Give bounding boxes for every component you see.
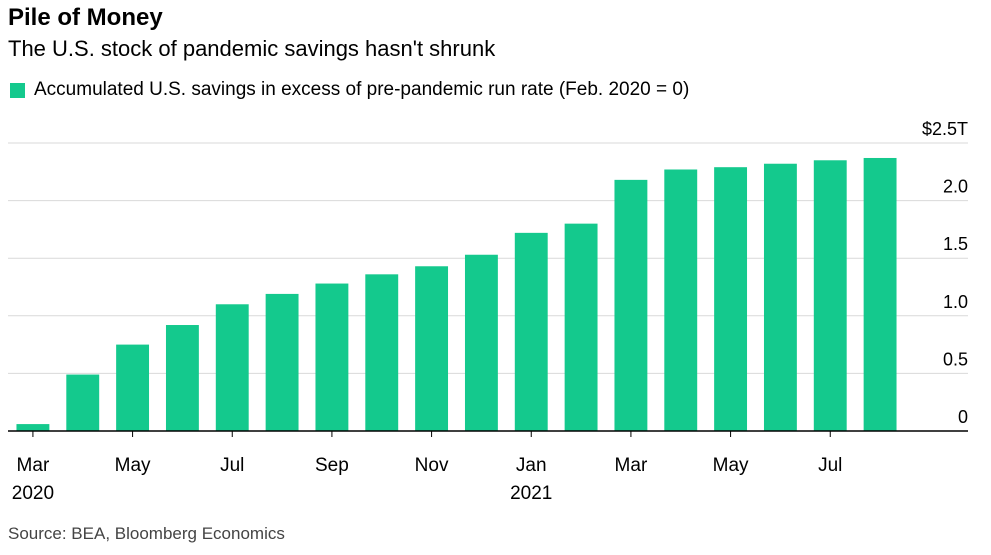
bar-chart: 0 0.5 1.0 1.5 2.0 $2.5T Mar 2020 May Jul Sep Nov Ja… — [8, 119, 968, 504]
x-tick-label: May — [713, 455, 749, 476]
bar — [16, 424, 50, 431]
chart-subtitle: The U.S. stock of pandemic savings hasn'… — [8, 36, 496, 61]
bar — [813, 160, 847, 431]
bar — [165, 325, 199, 431]
y-tick-label: 1.5 — [943, 234, 968, 254]
bar — [66, 374, 100, 431]
bar — [116, 344, 150, 431]
bar — [664, 169, 698, 431]
bar — [464, 254, 498, 431]
y-tick-label: 0 — [958, 407, 968, 427]
bar — [514, 232, 548, 431]
x-axis — [8, 430, 968, 437]
bar — [415, 266, 449, 431]
bar — [215, 304, 249, 431]
y-tick-label: 0.5 — [943, 349, 968, 369]
y-tick-label: 2.0 — [943, 177, 968, 197]
x-tick-label: May — [115, 455, 151, 476]
x-tick-year-label: 2021 — [510, 483, 552, 504]
bar — [564, 223, 598, 431]
x-tick-label: Mar — [17, 455, 50, 476]
x-tick-label: Jul — [220, 455, 244, 476]
x-tick-label: Jul — [818, 455, 842, 476]
source-note: Source: BEA, Bloomberg Economics — [8, 524, 285, 543]
bar — [714, 167, 748, 431]
x-tick-year-label: 2020 — [12, 483, 54, 504]
legend-swatch — [10, 82, 25, 98]
x-tick-label: Nov — [415, 455, 449, 476]
bar — [863, 157, 897, 431]
bars — [16, 157, 897, 431]
x-tick-labels: Mar 2020 May Jul Sep Nov Jan 2021 Mar May Jul — [12, 455, 843, 504]
legend-label: Accumulated U.S. savings in excess of pr… — [34, 79, 690, 100]
x-tick-label: Jan — [516, 455, 547, 476]
bar — [614, 179, 648, 431]
bar — [763, 163, 797, 431]
bar — [365, 274, 399, 431]
x-tick-label: Sep — [315, 455, 349, 476]
bar — [315, 283, 349, 431]
chart-title: Pile of Money — [8, 4, 163, 31]
y-axis: 0 0.5 1.0 1.5 2.0 $2.5T — [922, 119, 968, 427]
legend: Accumulated U.S. savings in excess of pr… — [10, 78, 689, 102]
y-tick-label: 1.0 — [943, 292, 968, 312]
bar — [265, 293, 299, 431]
x-tick-label: Mar — [615, 455, 648, 476]
y-tick-label: $2.5T — [922, 119, 968, 139]
